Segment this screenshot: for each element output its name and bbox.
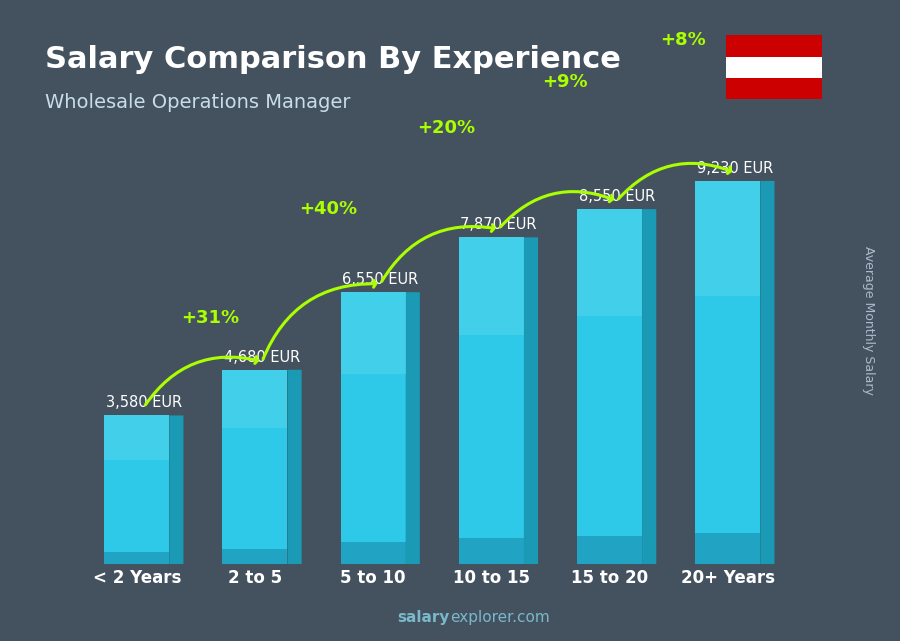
Polygon shape [287, 370, 302, 564]
Text: +31%: +31% [181, 309, 239, 327]
FancyBboxPatch shape [726, 56, 822, 78]
FancyBboxPatch shape [222, 370, 287, 564]
FancyBboxPatch shape [459, 538, 524, 564]
Polygon shape [760, 181, 775, 564]
FancyBboxPatch shape [696, 181, 760, 296]
Text: 3,580 EUR: 3,580 EUR [106, 395, 182, 410]
FancyBboxPatch shape [104, 415, 169, 460]
FancyBboxPatch shape [104, 415, 169, 564]
FancyBboxPatch shape [577, 209, 642, 315]
Text: 4,680 EUR: 4,680 EUR [224, 350, 301, 365]
FancyBboxPatch shape [104, 552, 169, 564]
Polygon shape [169, 415, 184, 564]
Polygon shape [406, 292, 420, 564]
FancyBboxPatch shape [577, 209, 642, 564]
Polygon shape [642, 209, 656, 564]
Text: 9,230 EUR: 9,230 EUR [697, 161, 773, 176]
Text: +40%: +40% [299, 200, 357, 218]
FancyBboxPatch shape [341, 292, 406, 564]
Polygon shape [524, 237, 538, 564]
Text: +8%: +8% [660, 31, 706, 49]
Text: Average Monthly Salary: Average Monthly Salary [862, 246, 875, 395]
Text: 8,550 EUR: 8,550 EUR [579, 189, 655, 204]
FancyBboxPatch shape [696, 533, 760, 564]
Text: +9%: +9% [542, 72, 588, 90]
FancyBboxPatch shape [341, 542, 406, 564]
FancyBboxPatch shape [577, 536, 642, 564]
Text: 6,550 EUR: 6,550 EUR [342, 272, 418, 287]
FancyBboxPatch shape [459, 237, 524, 564]
Text: explorer.com: explorer.com [450, 610, 550, 625]
FancyBboxPatch shape [726, 35, 822, 56]
Text: salary: salary [398, 610, 450, 625]
FancyBboxPatch shape [222, 549, 287, 564]
Text: +20%: +20% [418, 119, 475, 137]
FancyBboxPatch shape [696, 181, 760, 564]
Text: Salary Comparison By Experience: Salary Comparison By Experience [45, 45, 621, 74]
FancyBboxPatch shape [459, 237, 524, 335]
Text: 7,870 EUR: 7,870 EUR [460, 217, 536, 233]
FancyBboxPatch shape [222, 370, 287, 428]
Text: Wholesale Operations Manager: Wholesale Operations Manager [45, 93, 350, 112]
FancyBboxPatch shape [726, 78, 822, 99]
FancyBboxPatch shape [341, 292, 406, 374]
